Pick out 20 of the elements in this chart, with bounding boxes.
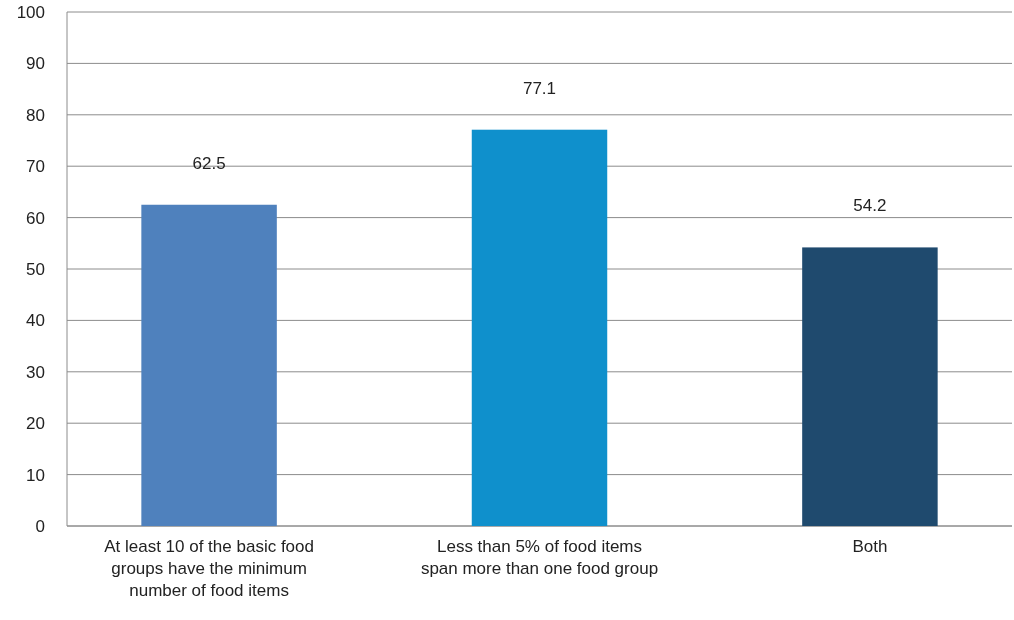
y-tick-label: 70 [26,157,45,177]
bar [471,129,608,526]
y-tick-label: 0 [35,516,45,536]
y-tick-label: 100 [16,2,45,22]
y-tick-label: 60 [26,208,45,228]
x-tick-label: Both [852,537,888,556]
y-tick-label: 20 [26,414,45,434]
y-tick-label: 80 [26,105,45,125]
x-tick-label: Less than 5% of food items span more than one food group [420,537,659,578]
y-tick-label: 40 [26,311,45,331]
x-tick-label: At least 10 of the basic food groups have the minimum number of food items [104,537,314,600]
y-tick-label: 90 [26,54,45,74]
y-tick-label: 50 [26,259,45,279]
bar [141,204,277,526]
y-tick-label: 10 [26,465,45,485]
data-label: 62.5 [192,153,226,173]
y-tick-label: 30 [26,362,45,382]
bar [802,247,938,526]
data-label: 54.2 [853,196,887,216]
data-label: 77.1 [522,78,557,98]
